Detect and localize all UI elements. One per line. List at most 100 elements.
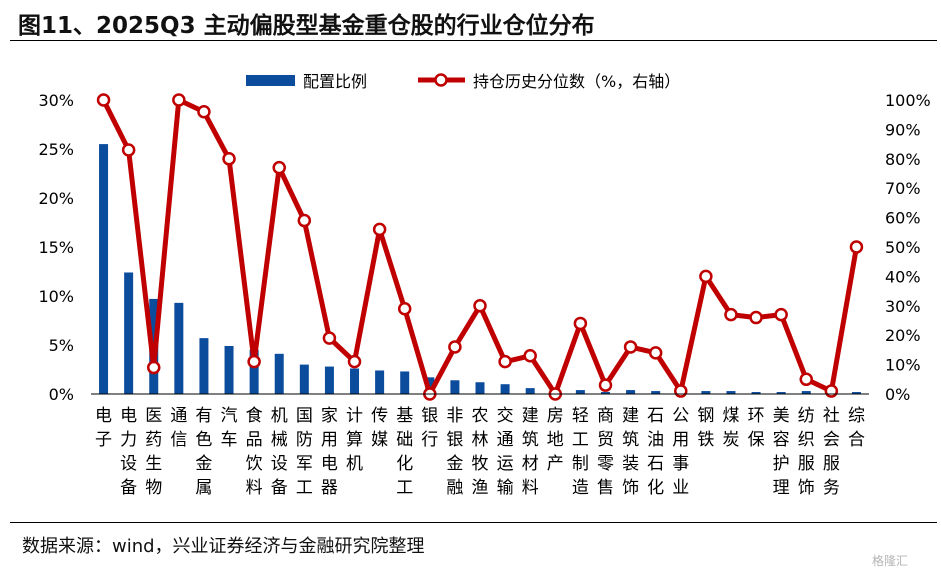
line-point bbox=[473, 299, 487, 313]
x-tick-label: 农林牧渔 bbox=[472, 406, 489, 498]
line-point bbox=[372, 222, 387, 237]
line-point bbox=[247, 354, 261, 369]
line-point bbox=[523, 349, 537, 363]
bar bbox=[350, 368, 360, 394]
x-tick-label: 家用电器 bbox=[321, 406, 338, 498]
y-right-tick-label: 100% bbox=[885, 91, 931, 110]
x-tick-label: 商贸零售 bbox=[597, 406, 614, 498]
line-point bbox=[724, 307, 738, 322]
bar bbox=[199, 338, 209, 394]
y-right-tick-label: 70% bbox=[885, 179, 921, 198]
legend-bar-label: 配置比例 bbox=[303, 72, 367, 91]
line-point bbox=[749, 310, 763, 325]
x-tick-label: 房地产 bbox=[547, 406, 564, 474]
line-point bbox=[849, 240, 864, 254]
line-point bbox=[172, 93, 186, 107]
bar bbox=[99, 144, 109, 394]
line-point bbox=[272, 160, 286, 175]
x-tick-label: 银行 bbox=[421, 406, 438, 450]
bar bbox=[124, 272, 134, 394]
line-point bbox=[573, 316, 588, 331]
y-left-tick-label: 25% bbox=[38, 140, 74, 159]
line-point bbox=[297, 213, 312, 228]
bar bbox=[400, 371, 410, 394]
percentile-line bbox=[101, 97, 859, 397]
source-note: 数据来源：wind，兴业证券经济与金融研究院整理 bbox=[22, 536, 425, 557]
line-point bbox=[347, 354, 362, 369]
bar bbox=[375, 370, 385, 394]
bar bbox=[174, 302, 184, 394]
bar-series bbox=[99, 144, 861, 394]
bar bbox=[801, 391, 811, 394]
bar bbox=[450, 380, 460, 394]
line-point bbox=[197, 105, 211, 119]
line-point bbox=[322, 331, 337, 345]
bar bbox=[851, 392, 861, 394]
footer-divider bbox=[10, 522, 937, 523]
y-left-tick-label: 30% bbox=[38, 91, 74, 110]
line-point bbox=[699, 269, 713, 284]
x-tick-label: 综合 bbox=[848, 406, 865, 450]
x-tick-label: 社会服务 bbox=[823, 406, 840, 498]
legend-bar-swatch bbox=[246, 75, 295, 86]
x-tick-label: 计算机 bbox=[346, 406, 363, 474]
bar bbox=[776, 392, 786, 394]
x-tick-label: 建筑装饰 bbox=[622, 406, 639, 498]
y-right-tick-label: 10% bbox=[885, 356, 921, 375]
line-point bbox=[623, 340, 638, 354]
line-point bbox=[397, 301, 412, 316]
bar bbox=[575, 390, 585, 394]
x-tick-label: 环保 bbox=[748, 406, 765, 450]
x-tick-label: 建筑材料 bbox=[522, 406, 539, 498]
watermark: 格隆汇 bbox=[872, 554, 909, 568]
y-left-tick-label: 20% bbox=[38, 189, 74, 208]
line-point bbox=[121, 143, 136, 157]
y-left-tick-label: 10% bbox=[38, 287, 74, 306]
bar bbox=[726, 391, 736, 394]
y-right-tick-label: 50% bbox=[885, 238, 921, 257]
bar bbox=[299, 364, 309, 394]
y-right-tick-label: 20% bbox=[885, 326, 921, 345]
bar bbox=[751, 392, 761, 394]
y-right-tick-label: 80% bbox=[885, 150, 921, 169]
line-point bbox=[774, 307, 788, 322]
bar bbox=[224, 345, 234, 394]
bar bbox=[600, 392, 610, 394]
bar bbox=[324, 366, 334, 394]
x-tick-label: 电子 bbox=[95, 406, 112, 450]
x-tick-label: 轻工制造 bbox=[572, 406, 589, 498]
bar bbox=[500, 384, 510, 394]
line-point bbox=[222, 152, 236, 166]
bar bbox=[626, 390, 636, 394]
x-tick-label: 电力设备 bbox=[120, 406, 137, 498]
x-tick-label: 传媒 bbox=[371, 406, 388, 450]
x-tick-label: 通信 bbox=[170, 406, 187, 450]
legend: 配置比例 持仓历史分位数（%，右轴） bbox=[246, 72, 680, 91]
line-series bbox=[96, 93, 864, 401]
x-tick-label: 机械设备 bbox=[271, 406, 288, 498]
bar bbox=[651, 391, 661, 394]
legend-line-label: 持仓历史分位数（%，右轴） bbox=[473, 72, 680, 91]
x-tick-label: 非银金融 bbox=[446, 406, 463, 498]
x-tick-label: 食品饮料 bbox=[246, 406, 263, 498]
x-tick-label: 基础化工 bbox=[396, 406, 413, 498]
y-left-tick-label: 0% bbox=[49, 385, 74, 404]
x-tick-label: 美容护理 bbox=[773, 406, 790, 498]
axes: 0% 5% 10% 15% 20% 25% 30% 0% 10% 20% 30% 40% 50% 60% 7… bbox=[38, 91, 930, 498]
x-tick-label: 有色金属 bbox=[195, 406, 212, 498]
line-point bbox=[448, 340, 462, 354]
bar bbox=[249, 349, 259, 394]
y-left-tick-label: 15% bbox=[38, 238, 74, 257]
x-tick-label: 国防军工 bbox=[296, 406, 313, 498]
line-point bbox=[598, 378, 613, 392]
chart-title: 图11、2025Q3 主动偏股型基金重仓股的行业仓位分布 bbox=[18, 13, 595, 39]
x-tick-label: 交通运输 bbox=[497, 406, 514, 498]
line-point bbox=[498, 354, 512, 369]
combo-chart: 0% 5% 10% 15% 20% 25% 30% 0% 10% 20% 30% 40% 50% 60% 7… bbox=[38, 72, 930, 498]
line-point bbox=[674, 384, 688, 398]
title-divider bbox=[10, 40, 937, 41]
x-tick-label: 纺织服饰 bbox=[798, 406, 815, 498]
x-tick-label: 医药生物 bbox=[145, 406, 162, 498]
y-right-tick-label: 60% bbox=[885, 209, 921, 228]
x-tick-label: 石油石化 bbox=[647, 406, 664, 498]
